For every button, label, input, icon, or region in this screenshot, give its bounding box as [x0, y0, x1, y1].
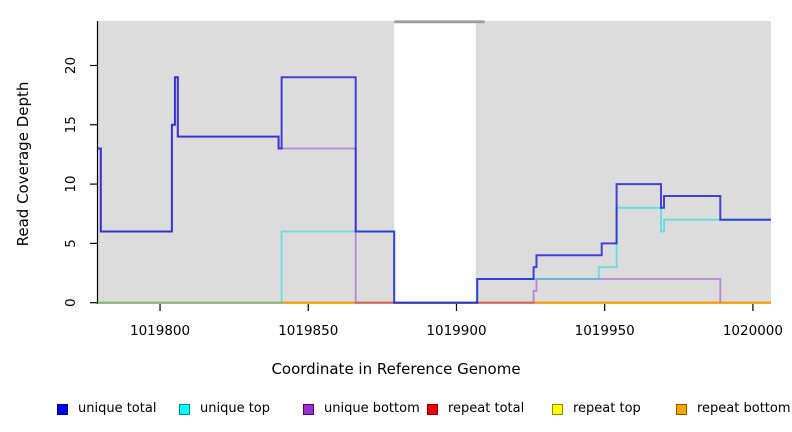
series-unique-top-line: [97, 206, 771, 304]
plot-background-block-1: [97, 21, 395, 304]
y-axis-label: Read Coverage Depth: [14, 81, 32, 247]
x-axis-label: Coordinate in Reference Genome: [271, 360, 521, 378]
legend-item-unique-top: unique top: [179, 401, 270, 417]
series-unique-total-line: [97, 76, 771, 304]
plot-background-block-2: [475, 21, 771, 304]
y-tick-label-15: 15: [63, 116, 79, 133]
legend-item-repeat-bottom: repeat bottom: [676, 401, 791, 417]
legend-label-repeat-top: repeat top: [573, 401, 641, 416]
x-tick-label-1019800: 1019800: [130, 323, 190, 339]
repeat-total-swatch-icon: [427, 403, 438, 415]
unique-bottom-swatch-icon: [303, 403, 314, 415]
y-tick-label-10: 10: [63, 175, 79, 192]
legend-item-repeat-total: repeat total: [427, 401, 524, 417]
x-tick-label-1020000: 1020000: [723, 323, 783, 339]
legend-item-unique-bottom: unique bottom: [303, 401, 420, 417]
legend-label-repeat-bottom: repeat bottom: [697, 401, 791, 416]
y-tick-label-5: 5: [63, 239, 79, 248]
legend-label-repeat-total: repeat total: [448, 401, 525, 416]
unique-top-swatch-icon: [179, 403, 190, 415]
legend-label-unique-top: unique top: [200, 401, 271, 416]
legend-item-unique-total: unique total: [57, 401, 156, 417]
x-tick-label-1019950: 1019950: [575, 323, 635, 339]
x-tick-label-1019850: 1019850: [278, 323, 338, 339]
y-tick-label-0: 0: [63, 298, 79, 307]
x-tick-label-1019900: 1019900: [426, 323, 486, 339]
repeat-bottom-swatch-icon: [676, 403, 687, 415]
unique-total-swatch-icon: [57, 403, 68, 415]
legend-item-repeat-top: repeat top: [552, 401, 641, 417]
y-tick-label-20: 20: [63, 57, 79, 74]
legend-label-unique-total: unique total: [78, 401, 157, 416]
repeat-top-swatch-icon: [552, 403, 563, 415]
legend-label-unique-bottom: unique bottom: [324, 401, 420, 416]
